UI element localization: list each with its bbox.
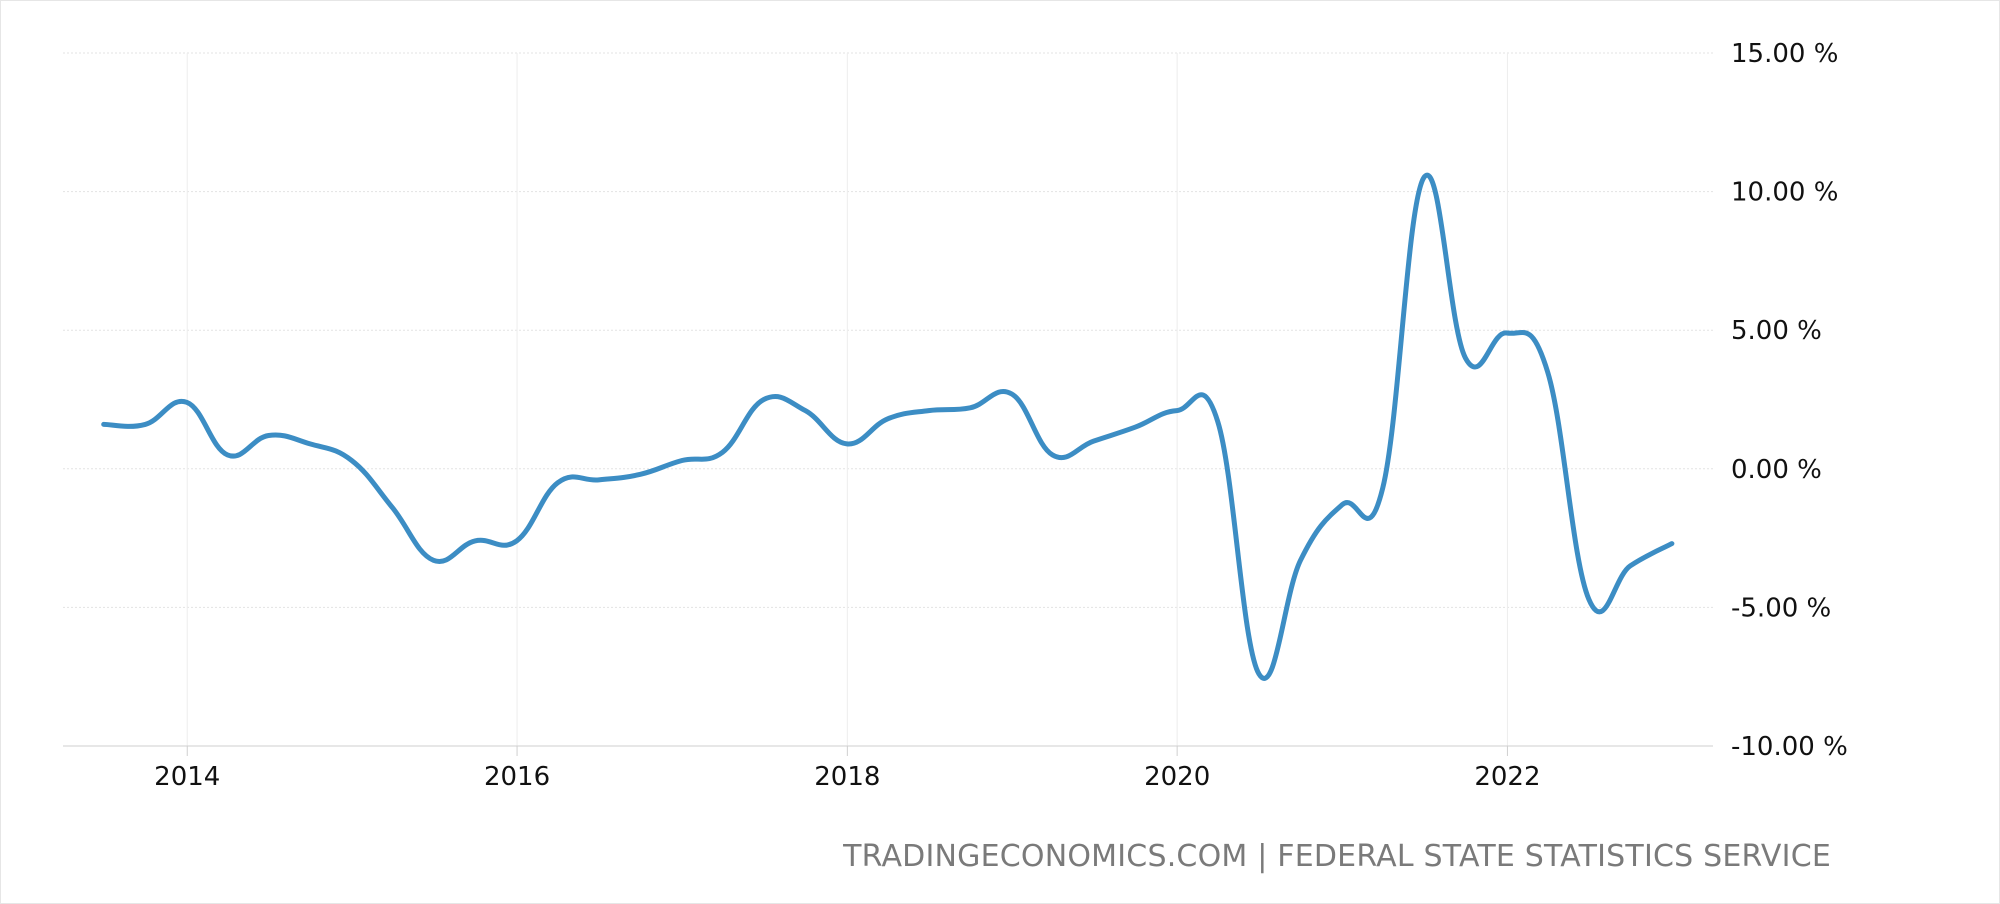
y-axis-labels: 15.00 % 10.00 % 5.00 % 0.00 % -5.00 % -10.00 … [1731,39,1848,762]
y-tick-label: 10.00 % [1731,178,1838,208]
y-tick-label: 15.00 % [1731,39,1838,69]
vertical-gridlines [186,53,1508,746]
x-tick-label: 2014 [154,762,220,792]
y-tick-label: 5.00 % [1731,316,1822,346]
y-tick-label: -5.00 % [1731,593,1831,623]
series-line [101,172,1675,681]
x-tick-marks [186,746,1508,756]
horizontal-gridlines [63,52,1713,608]
x-tick-label: 2016 [484,762,550,792]
x-tick-label: 2020 [1144,762,1210,792]
y-tick-label: 0.00 % [1731,455,1822,485]
source-credit: TRADINGECONOMICS.COM | FEDERAL STATE STA… [843,839,1831,874]
x-tick-label: 2018 [814,762,880,792]
x-tick-label: 2022 [1474,762,1540,792]
x-axis-labels: 2014 2016 2018 2020 2022 [154,762,1540,792]
y-tick-label: -10.00 % [1731,732,1848,762]
